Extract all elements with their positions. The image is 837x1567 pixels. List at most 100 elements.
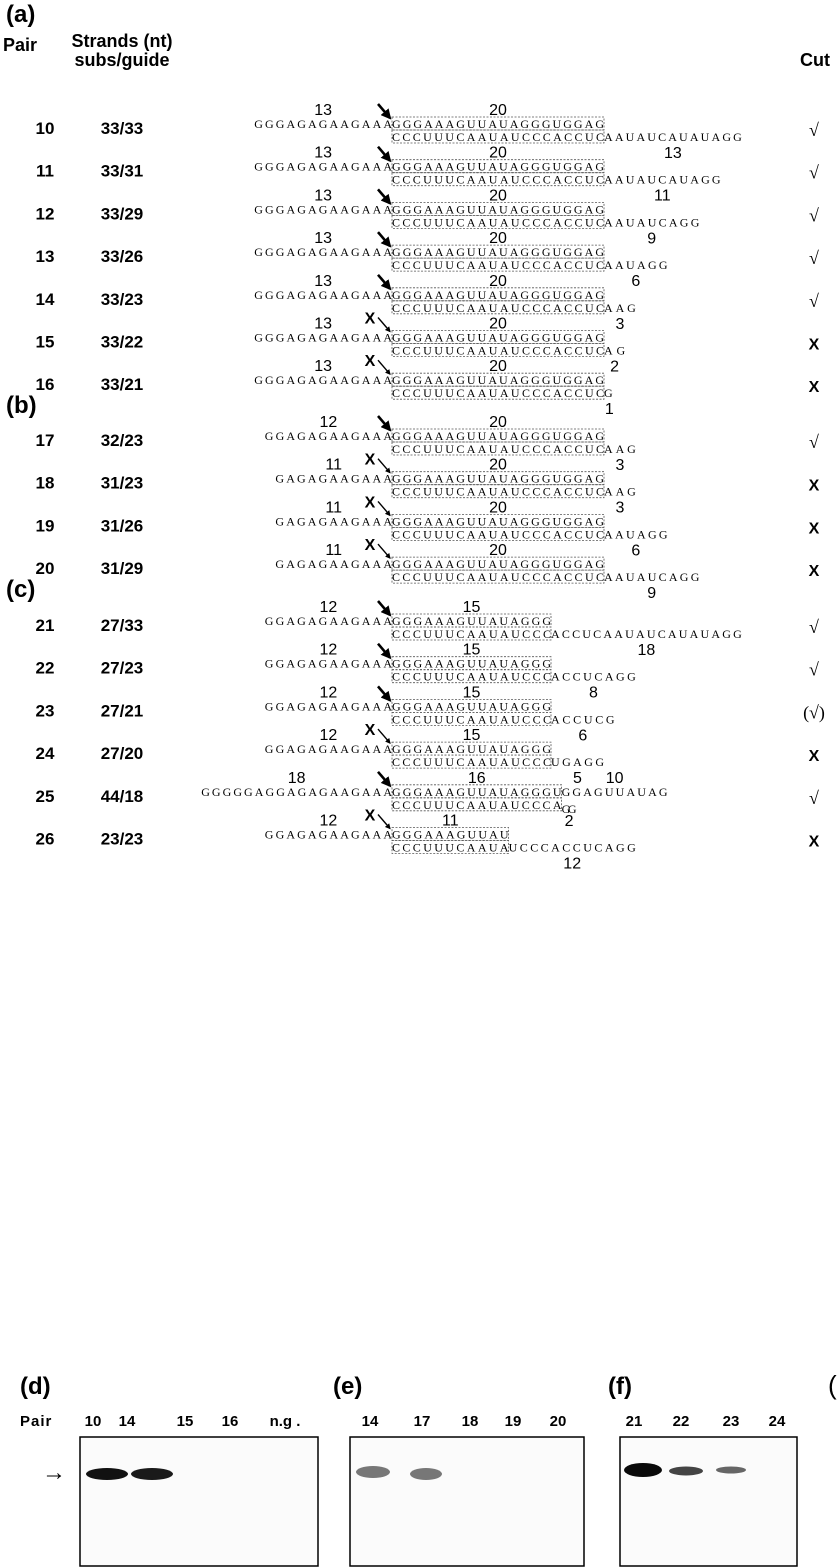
pair-number: 11 bbox=[36, 162, 54, 181]
lane-label: 16 bbox=[222, 1413, 239, 1430]
cleavage-arrow bbox=[378, 104, 390, 118]
sequence: GGGAAAGUUAUAGGG bbox=[392, 657, 551, 671]
cleavage-arrow bbox=[378, 360, 390, 374]
sequence: CCCUUUCAAUAUCCCACCUC bbox=[392, 527, 604, 541]
pair-number: 17 bbox=[36, 431, 55, 450]
length-label: 18 bbox=[288, 770, 306, 787]
strands: 33/29 bbox=[101, 204, 144, 223]
length-label: 2 bbox=[610, 359, 619, 376]
length-label: 13 bbox=[314, 230, 332, 247]
cleavage-arrow bbox=[378, 686, 390, 700]
sequence: AAUAGG bbox=[604, 527, 668, 541]
sequence: AAUAUCAUAUAGG bbox=[604, 130, 742, 144]
sequence: GGGAAAGUUAUAGGGUGGAG bbox=[392, 557, 604, 571]
length-label: 9 bbox=[647, 230, 656, 247]
lane-label: 18 bbox=[462, 1413, 479, 1430]
length-label: 2 bbox=[565, 813, 574, 830]
block-mark: X bbox=[365, 537, 376, 554]
panel-label: (b) bbox=[6, 392, 37, 419]
band bbox=[86, 1468, 128, 1480]
sequence: UCCCACCUCAGG bbox=[509, 841, 637, 855]
length-label: 12 bbox=[320, 813, 338, 830]
sequence: AG bbox=[604, 344, 626, 358]
sequence: GGGAGAGAAGAAA bbox=[254, 331, 392, 345]
strands: 33/22 bbox=[101, 333, 144, 352]
strands: 31/29 bbox=[101, 559, 144, 578]
strands: 33/31 bbox=[101, 162, 144, 181]
sequence: ACCUCAGG bbox=[551, 670, 636, 684]
cleavage-arrow bbox=[378, 147, 390, 161]
sequence: GGGAAAGUUAUAGGGUGGAG bbox=[392, 514, 604, 528]
cleavage-arrow bbox=[378, 232, 390, 246]
sequence: GGGAGAGAAGAAA bbox=[254, 202, 392, 216]
block-mark: X bbox=[365, 452, 376, 469]
cut-result: √ bbox=[809, 291, 819, 311]
sequence: AAUAGG bbox=[604, 258, 668, 272]
gel bbox=[350, 1437, 584, 1566]
length-label: 3 bbox=[615, 457, 624, 474]
length-label: 20 bbox=[489, 273, 507, 290]
length-label: 11 bbox=[325, 457, 342, 474]
pair-number: 13 bbox=[36, 247, 55, 266]
strands: 32/23 bbox=[101, 431, 144, 450]
sequence: GGGAGAGAAGAAA bbox=[254, 288, 392, 302]
band-arrow: → bbox=[42, 1459, 66, 1486]
sequence: GAGAGAAGAAA bbox=[275, 514, 392, 528]
length-label: 10 bbox=[606, 770, 624, 787]
pair-number: 24 bbox=[36, 744, 55, 763]
length-label: 20 bbox=[489, 102, 507, 119]
length-label: 13 bbox=[664, 145, 682, 162]
length-label: 6 bbox=[631, 273, 640, 290]
length-label: 20 bbox=[489, 145, 507, 162]
length-label: 15 bbox=[463, 599, 481, 616]
length-label: 13 bbox=[314, 358, 332, 375]
pair-number: 19 bbox=[36, 516, 55, 535]
length-label: 20 bbox=[489, 499, 507, 516]
panel-label: (f) bbox=[608, 1373, 632, 1400]
length-label: 18 bbox=[638, 642, 656, 659]
length-label: 12 bbox=[563, 856, 581, 873]
band bbox=[131, 1468, 173, 1480]
cut-result: √ bbox=[809, 660, 819, 680]
sequence: GGAGAGAAGAAA bbox=[265, 429, 393, 443]
cut-result: X bbox=[809, 834, 820, 851]
sequence: GAGAGAAGAAA bbox=[275, 557, 392, 571]
length-label: 11 bbox=[442, 813, 459, 830]
sequence: CCCUUUCAAUAUCCCACCUC bbox=[392, 344, 604, 358]
cleavage-arrow bbox=[378, 501, 390, 515]
block-mark: X bbox=[365, 311, 376, 328]
length-label: 11 bbox=[325, 499, 342, 516]
sequence: CCCUUUCAAUAUCCCACCUC bbox=[392, 570, 604, 584]
cut-result: √ bbox=[809, 432, 819, 452]
cut-result: √ bbox=[809, 617, 819, 637]
length-label: 13 bbox=[314, 316, 332, 333]
sequence: GGAGAGAAGAAA bbox=[265, 614, 393, 628]
cut-result: √ bbox=[809, 788, 819, 808]
length-label: 13 bbox=[314, 102, 332, 119]
block-mark: X bbox=[365, 808, 376, 825]
length-label: 20 bbox=[489, 358, 507, 375]
cleavage-arrow bbox=[378, 601, 390, 615]
pair-number: 26 bbox=[36, 830, 55, 849]
cut-result: X bbox=[809, 748, 820, 765]
cleavage-arrow bbox=[378, 544, 390, 558]
block-mark: X bbox=[365, 722, 376, 739]
lane-label: 23 bbox=[723, 1413, 740, 1430]
block-mark: X bbox=[365, 494, 376, 511]
pair-number: 23 bbox=[36, 701, 55, 720]
strands: 27/20 bbox=[101, 744, 144, 763]
lane-label: 10 bbox=[85, 1413, 102, 1430]
cleavage-arrow bbox=[378, 459, 390, 473]
pair-number: 12 bbox=[36, 204, 55, 223]
length-label: 13 bbox=[314, 145, 332, 162]
sequence: GGGAAAGUUAUAGGGUGGAG bbox=[392, 245, 604, 259]
sequence: CCCUUUCAAUA bbox=[392, 841, 509, 855]
sequence: GGGAAAGUUAUAGGGUGGAG bbox=[392, 472, 604, 486]
sequence: GGGAGAGAAGAAA bbox=[254, 160, 392, 174]
strands: 31/23 bbox=[101, 474, 144, 493]
length-label: 8 bbox=[589, 685, 598, 702]
length-label: 12 bbox=[320, 727, 338, 744]
strands: 33/21 bbox=[101, 375, 144, 394]
cut-result: X bbox=[809, 563, 820, 580]
band bbox=[624, 1463, 662, 1477]
